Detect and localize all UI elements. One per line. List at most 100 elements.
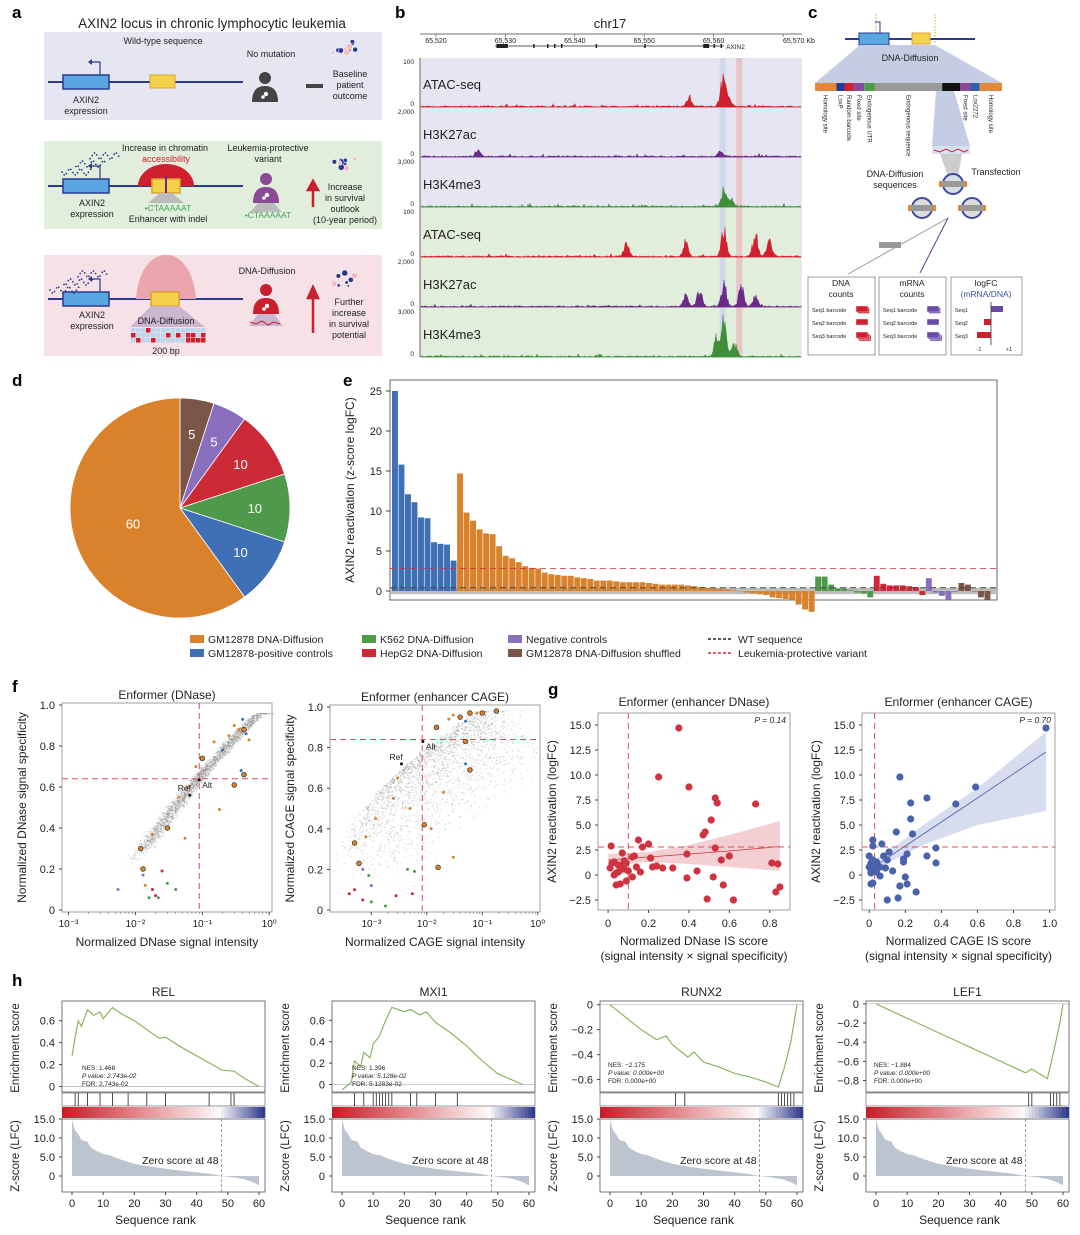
logfc-bar: [991, 306, 1003, 312]
gene-label: AXIN2: [79, 198, 105, 208]
panel-g2-scatter: 0 0.2 0.4 0.6 0.8 1.0 −2.5 0 2.5 5.0 7.5 10.0 12.5 15…: [809, 695, 1057, 963]
data-point: [653, 862, 661, 870]
patient-icon: [253, 284, 279, 314]
y-tick-label: 25: [370, 386, 382, 398]
y-tick-label: 0: [587, 1000, 593, 1012]
data-point: [630, 852, 638, 860]
predicted-accessibility-dome: [136, 254, 196, 299]
x-axis-label: Normalized DNase signal intensity: [76, 935, 259, 949]
x-tick-label: 0.8: [1006, 918, 1021, 930]
wild-type-label: Wild-type sequence: [123, 36, 202, 46]
data-point: [869, 879, 877, 887]
data-point: [412, 869, 416, 873]
bar: [984, 591, 991, 600]
bar: [860, 591, 867, 594]
segment-label: Endogenous UTR: [865, 95, 871, 143]
data-point: [447, 717, 451, 721]
track-scale-max: 3,000: [398, 309, 415, 316]
gene-sub-label: expression: [70, 321, 114, 331]
patient-icon: [253, 173, 279, 203]
track-h3k4me3: 3,000 0 H3K4me3: [398, 159, 802, 208]
cells-icon: [331, 156, 357, 172]
data-point: [869, 836, 877, 844]
x-tick-label: 30: [159, 1198, 171, 1210]
data-point: [241, 771, 247, 778]
enhancer-label: Enhancer with indel: [129, 214, 208, 224]
exon: [560, 44, 563, 48]
data-point: [707, 816, 715, 824]
data-point: [659, 864, 667, 872]
x-tick-label: 30: [697, 1198, 709, 1210]
data-point: [383, 904, 387, 908]
data-point: [713, 799, 721, 807]
construct-segment: [853, 83, 865, 91]
x-tick-label: 0.2: [641, 918, 656, 930]
bar: [528, 567, 535, 591]
y-tick-label: 1.0: [308, 702, 323, 714]
data-point: [174, 888, 178, 891]
data-point: [865, 852, 873, 860]
exon: [703, 44, 710, 48]
box-title: DNA: [832, 278, 850, 288]
plot-frame: [61, 702, 273, 913]
y-tick-label: 0: [376, 586, 382, 598]
y-axis-label: AXIN2 reactivation (logFC): [545, 740, 559, 883]
bar: [541, 572, 548, 591]
hit-bar: [331, 1092, 536, 1107]
bar: [893, 585, 900, 591]
data-point: [878, 840, 886, 848]
x-tick-label: 0.4: [681, 918, 696, 930]
data-point: [644, 840, 653, 848]
bar: [489, 534, 496, 591]
plot-title: RUNX2: [681, 985, 722, 999]
data-point: [683, 874, 691, 882]
bar: [873, 575, 880, 591]
y-tick-label: 5.0: [844, 1152, 859, 1164]
data-point: [655, 773, 663, 781]
data-point: [616, 880, 624, 888]
data-point: [464, 719, 468, 723]
bar: [567, 575, 574, 591]
data-point: [632, 863, 641, 871]
gene-sub-label: expression: [64, 106, 108, 116]
cells-icon: [330, 39, 358, 57]
coordinate-tick-label: 65,560: [703, 38, 725, 45]
p-value-label: P = 0.70: [1019, 715, 1051, 725]
pie-slice-label: 10: [233, 545, 247, 560]
gene-label: AXIN2: [73, 95, 99, 105]
bar: [587, 579, 594, 591]
ref-label: Ref: [389, 752, 403, 762]
panel-c-mpra-schematic: DNA-Diffusion Homology site LoxP Random bar…: [807, 14, 1023, 356]
x-axis-label: Sequence rank: [115, 1213, 197, 1227]
y-tick-label: 0: [585, 870, 591, 882]
track-scale-max: 2,000: [398, 109, 415, 116]
highlight-enhancer: [719, 58, 726, 357]
data-point: [479, 710, 485, 716]
zoom-wedge: [130, 306, 205, 327]
stats-label: NES: 1.468: [82, 1065, 116, 1072]
x-tick-label: 0.8: [762, 918, 777, 930]
enrichment-curve: [609, 1004, 798, 1088]
data-point: [185, 785, 189, 789]
data-point: [1042, 724, 1050, 732]
data-point: [239, 769, 243, 773]
x-tick-label: 40: [461, 1198, 473, 1210]
data-point: [912, 888, 920, 896]
zero-score-label: Zero score at 48: [946, 1155, 1023, 1167]
alt-point: [421, 740, 425, 744]
bar: [724, 589, 730, 591]
bar: [815, 576, 822, 591]
data-point: [369, 884, 373, 888]
y-tick-label: 15.0: [572, 1114, 593, 1126]
panel-f2-scatter: Ref Alt 10⁻³ 10⁻² 10⁻¹ 10⁰ 0 0.2 0.4 0.6 0.8 1.0 Enf…: [283, 690, 552, 949]
transfection-label: Transfection: [971, 167, 1020, 177]
data-point: [894, 894, 902, 902]
length-label: 200 bp: [152, 346, 180, 356]
data-point: [441, 790, 445, 794]
enrichment-curve: [71, 1006, 260, 1088]
status-label: No mutation: [247, 49, 296, 59]
y-tick-label: 2.5: [840, 845, 855, 857]
bar: [743, 591, 750, 593]
data-point: [369, 900, 373, 904]
